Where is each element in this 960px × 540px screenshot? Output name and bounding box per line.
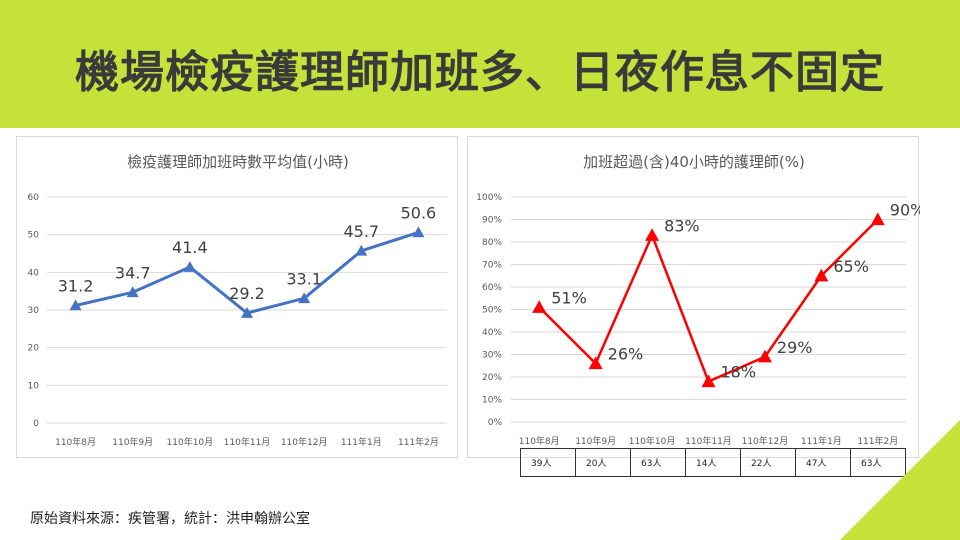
y-tick-label: 30 <box>28 306 40 316</box>
data-point-marker <box>241 307 253 318</box>
data-label: 41.4 <box>172 238 208 257</box>
table-cell: 63人 <box>850 448 906 477</box>
data-label: 26% <box>608 345 644 364</box>
data-label: 31.2 <box>58 276 94 295</box>
x-tick-label: 110年12月 <box>742 435 789 447</box>
page-title: 機場檢疫護理師加班多、日夜作息不固定 <box>75 47 885 98</box>
y-tick-label: 10% <box>482 396 502 406</box>
data-label: 45.7 <box>343 222 379 241</box>
series-line <box>538 218 879 383</box>
y-tick-label: 10 <box>28 381 40 391</box>
data-point-marker <box>701 374 716 388</box>
x-tick-label: 111年1月 <box>801 435 842 447</box>
y-tick-label: 30% <box>482 351 502 361</box>
corner-accent <box>840 420 960 540</box>
table-cell: 63人 <box>630 448 686 477</box>
y-tick-label: 20 <box>28 344 40 354</box>
data-point-marker <box>814 268 829 282</box>
x-tick-label: 111年2月 <box>398 436 439 448</box>
y-tick-label: 100% <box>476 193 502 203</box>
y-tick-label: 20% <box>482 373 502 383</box>
nurse-count-table: 39人 20人 63人 14人 22人 47人 63人 <box>520 448 906 477</box>
y-tick-label: 50 <box>28 231 40 241</box>
data-point-marker <box>757 349 772 363</box>
data-point-marker <box>69 299 82 311</box>
y-tick-label: 0% <box>488 418 503 428</box>
source-footnote: 原始資料來源：疾管署，統計：洪申翰辦公室 <box>30 511 310 527</box>
y-tick-label: 90% <box>482 216 502 226</box>
x-tick-label: 110年9月 <box>575 435 616 447</box>
table-cell: 20人 <box>575 448 631 477</box>
x-tick-label: 111年2月 <box>857 435 898 447</box>
y-tick-label: 60% <box>482 283 502 293</box>
data-point-marker <box>355 244 368 256</box>
y-tick-label: 0 <box>33 419 39 429</box>
data-label: 90% <box>890 201 920 220</box>
y-tick-label: 70% <box>482 261 502 271</box>
y-tick-label: 50% <box>482 306 502 316</box>
x-tick-label: 110年8月 <box>519 435 560 447</box>
data-point-marker <box>532 300 547 313</box>
data-label: 83% <box>664 216 700 235</box>
y-tick-label: 60 <box>28 193 40 203</box>
x-tick-label: 110年12月 <box>281 436 328 448</box>
overtime-40h-chart: 加班超過(含)40小時的護理師(%) 0% 10% 20% 30% 40% 50% 60% 70… <box>467 136 920 458</box>
data-point-marker <box>870 212 885 226</box>
y-tick-label: 40% <box>482 328 502 338</box>
data-label: 29.2 <box>229 284 265 303</box>
x-tick-label: 110年10月 <box>629 435 676 447</box>
avg-overtime-chart: 檢疫護理師加班時數平均值(小時) 0 10 20 30 40 50 60 110年8月 110年9… <box>16 136 458 458</box>
data-point-marker <box>298 292 311 304</box>
data-label: 50.6 <box>401 203 437 222</box>
data-label: 33.1 <box>286 269 322 288</box>
data-label: 51% <box>551 288 587 307</box>
y-tick-label: 80% <box>482 238 502 248</box>
table-row: 39人 20人 63人 14人 22人 47人 63人 <box>520 448 906 477</box>
chart-title: 檢疫護理師加班時數平均值(小時) <box>127 153 349 171</box>
data-label: 65% <box>833 257 869 276</box>
data-point-marker <box>645 228 660 241</box>
x-tick-label: 110年11月 <box>224 436 271 448</box>
x-tick-label: 110年11月 <box>685 435 732 447</box>
data-point-marker <box>126 286 139 298</box>
data-point-marker <box>588 356 603 370</box>
y-tick-label: 40 <box>28 268 40 278</box>
table-cell: 47人 <box>795 448 851 477</box>
table-cell: 39人 <box>520 448 576 477</box>
table-cell: 22人 <box>740 448 796 477</box>
table-cell: 14人 <box>685 448 741 477</box>
data-label: 29% <box>777 338 813 357</box>
overtime-40h-chart-svg: 加班超過(含)40小時的護理師(%) 0% 10% 20% 30% 40% 50% 60% 70… <box>476 153 920 447</box>
chart-title: 加班超過(含)40小時的護理師(%) <box>583 153 805 171</box>
x-tick-label: 111年1月 <box>341 436 382 448</box>
avg-overtime-chart-svg: 檢疫護理師加班時數平均值(小時) 0 10 20 30 40 50 60 110年8月 110年9… <box>28 153 447 448</box>
x-tick-label: 110年9月 <box>112 436 153 448</box>
data-point-marker <box>412 226 425 238</box>
data-label: 18% <box>721 363 757 382</box>
header-band <box>0 0 960 128</box>
x-tick-label: 110年8月 <box>55 436 96 448</box>
x-tick-label: 110年10月 <box>167 436 214 448</box>
data-label: 34.7 <box>115 263 151 282</box>
data-point-marker <box>183 261 196 272</box>
